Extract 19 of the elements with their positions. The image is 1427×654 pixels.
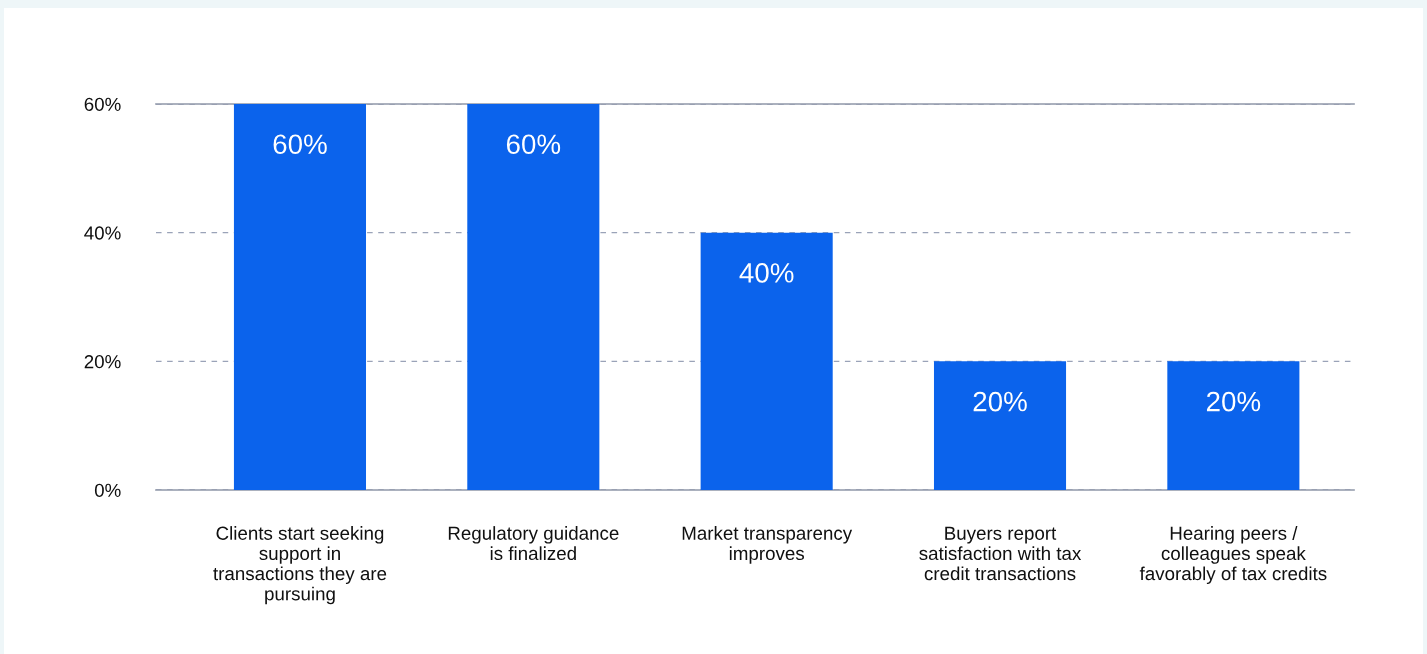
bar	[1167, 361, 1300, 490]
x-tick-label: Hearing peers / colleagues speak favorably of tax credits	[1139, 526, 1327, 584]
bar	[933, 361, 1067, 490]
x-tick-label: Buyers report satisfaction with tax credit transactions	[919, 526, 1082, 581]
data-label: 60%	[506, 134, 561, 155]
bar	[233, 104, 367, 490]
y-tick-label: 20%	[84, 355, 121, 369]
y-tick-label: 60%	[84, 97, 121, 111]
data-label: 60%	[273, 134, 327, 155]
data-label: 20%	[1206, 391, 1261, 412]
bar	[700, 232, 833, 490]
x-tick-label: Market transparency improves	[682, 526, 853, 564]
x-tick-label: Regulatory guidance is finalized	[448, 526, 619, 561]
y-tick-label: 40%	[84, 226, 121, 240]
x-tick-label: Clients start seeking support in transactions they are pursuing	[213, 526, 387, 605]
data-label: 20%	[973, 391, 1027, 412]
bar	[467, 104, 600, 490]
data-label: 40%	[739, 263, 794, 283]
y-tick-label: 0%	[94, 483, 121, 497]
